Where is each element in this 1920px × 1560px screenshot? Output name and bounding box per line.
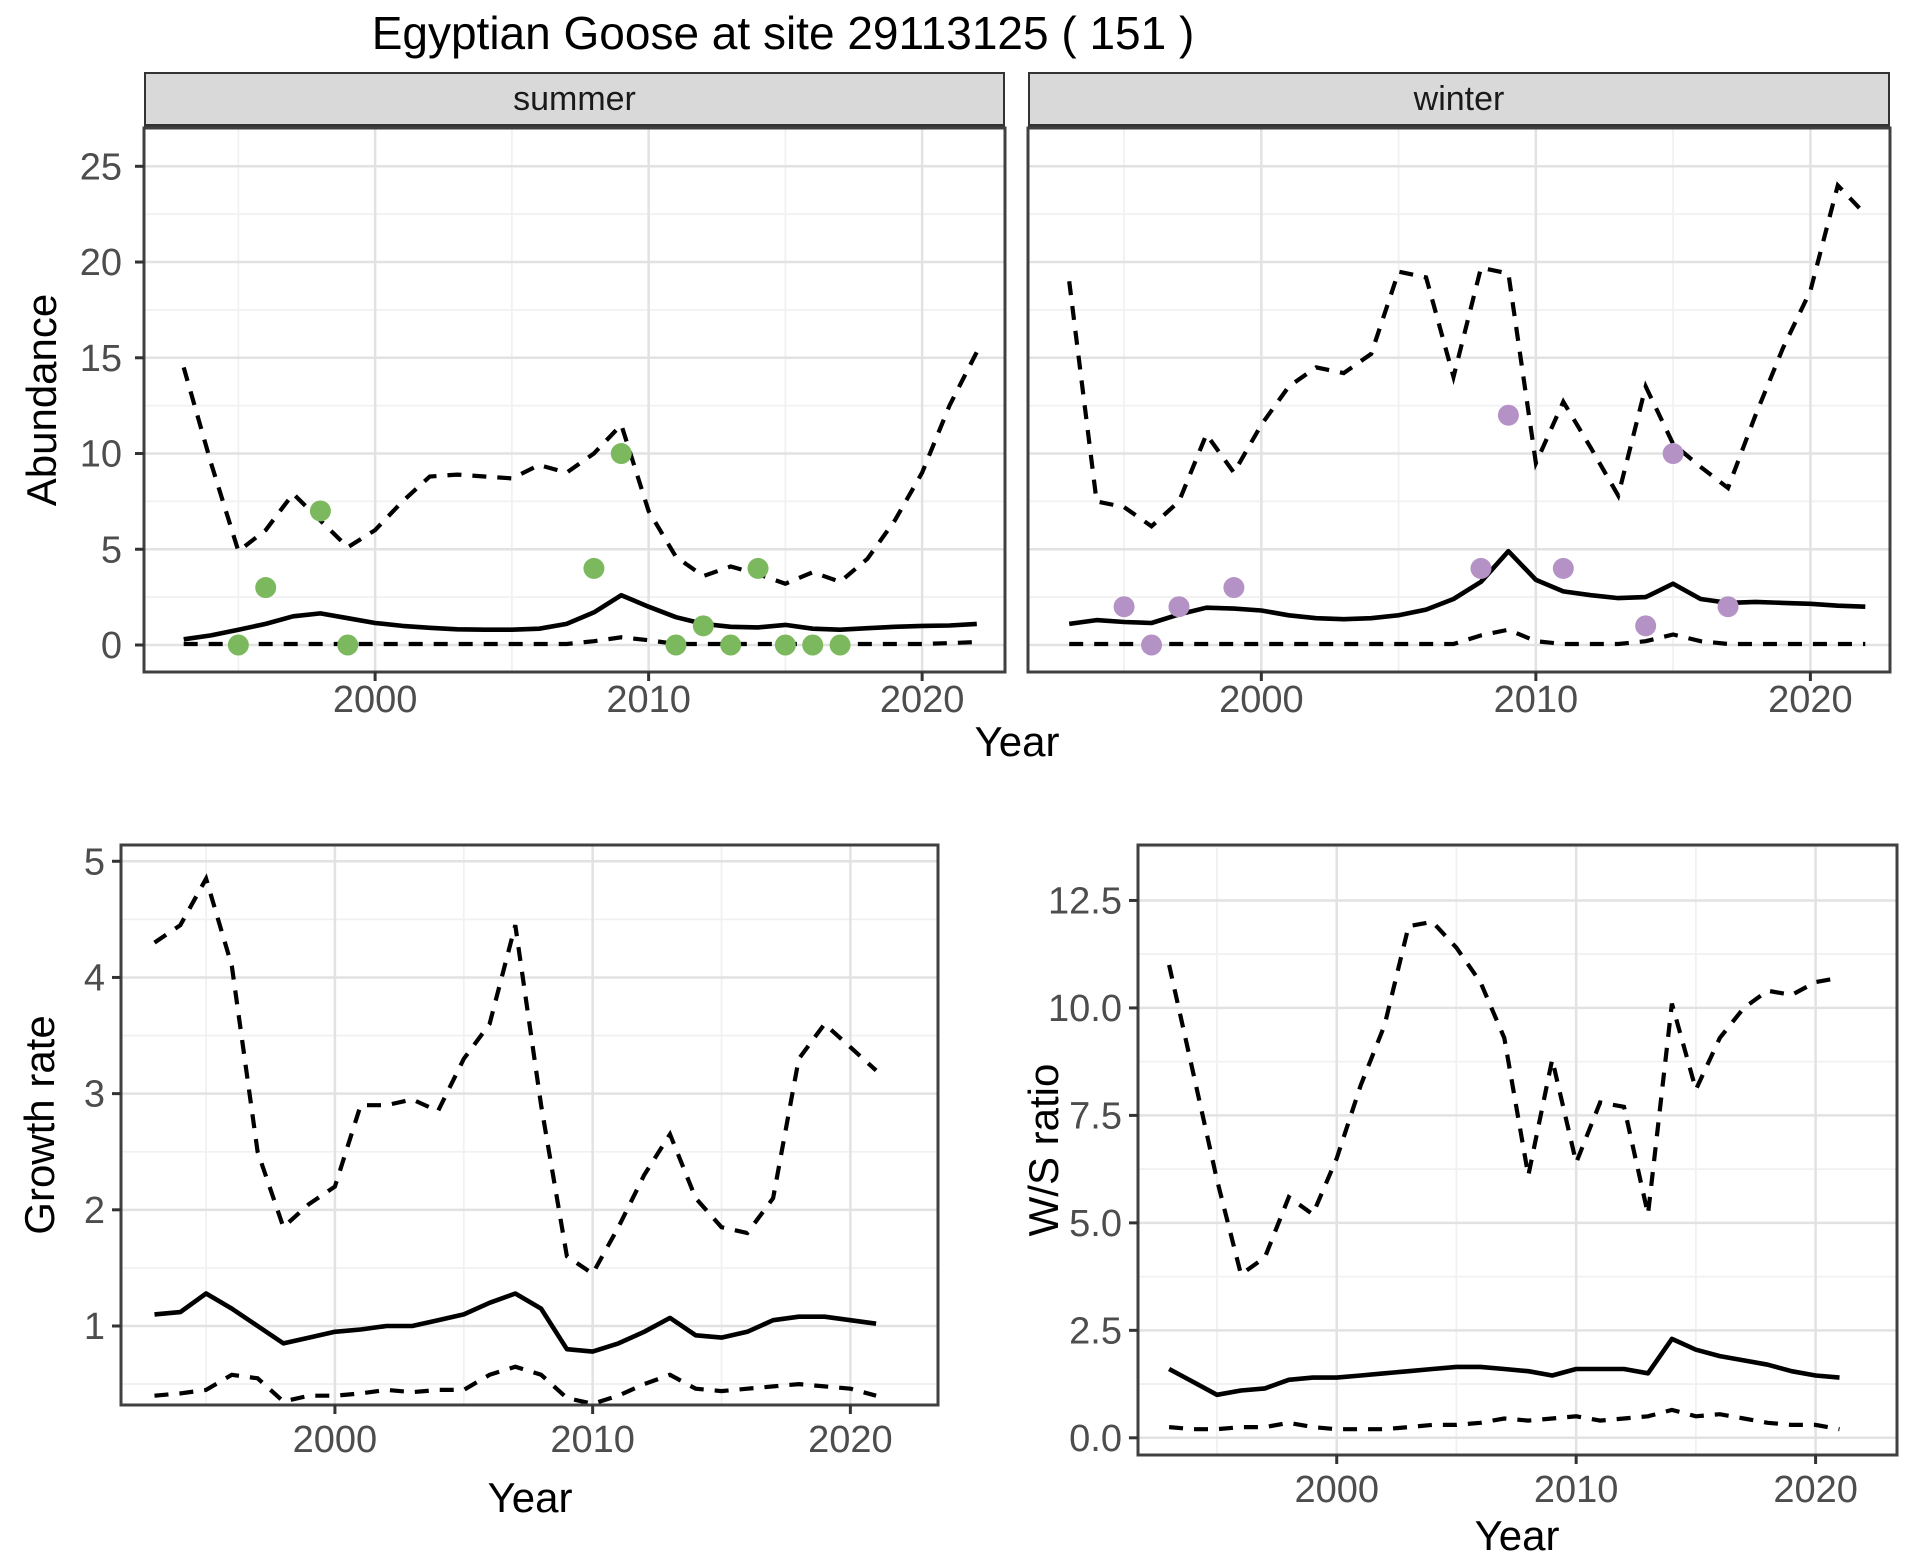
x-tick-label: 2000 — [333, 679, 418, 721]
facet-strip-winter: winter — [1028, 72, 1890, 128]
y-tick-label: 25 — [80, 146, 122, 188]
y-tick-label: 1 — [84, 1306, 105, 1348]
plot-title: Egyptian Goose at site 29113125 ( 151 ) — [371, 7, 1195, 59]
summer-panel-area — [144, 128, 1005, 672]
summer-observation-point — [802, 634, 824, 656]
x-tick-label: 2020 — [880, 679, 965, 721]
summer-observation-point — [692, 615, 714, 637]
year-axis-title-top: Year — [974, 718, 1060, 765]
growth-panel-border — [119, 843, 940, 1407]
x-tick-label: 2020 — [1773, 1469, 1858, 1511]
winter-fitted-line — [1068, 548, 1866, 627]
x-tick-label: 2020 — [808, 1419, 893, 1461]
summer-observation-point — [309, 500, 331, 522]
summer-observation-point — [665, 634, 687, 656]
summer-lower-ci-line — [183, 635, 977, 647]
summer-observation-point — [829, 634, 851, 656]
summer-observation-point — [610, 443, 632, 465]
winter-observation-point — [1168, 596, 1190, 618]
winter-observation-point — [1223, 577, 1245, 599]
growth-lower-ci-line — [154, 1364, 877, 1405]
winter-lower-ci-line — [1069, 627, 1866, 647]
facet-strip-summer: summer — [144, 72, 1005, 128]
ws-upper-ci-line — [1167, 919, 1840, 1279]
x-tick-label: 2000 — [293, 1419, 378, 1461]
summer-fitted-line — [183, 592, 977, 642]
y-tick-label: 5 — [101, 529, 122, 571]
x-tick-label: 2010 — [1494, 679, 1579, 721]
facet-strip-summer-label: summer — [513, 79, 636, 118]
y-tick-label: 10 — [80, 434, 122, 476]
winter-observation-point — [1662, 443, 1684, 465]
winter-observation-point — [1470, 557, 1492, 579]
y-tick-label: 2.5 — [1069, 1310, 1122, 1352]
ws-lower-ci-line — [1168, 1407, 1840, 1432]
y-tick-label: 5 — [84, 841, 105, 883]
x-tick-label: 2010 — [1534, 1469, 1619, 1511]
y-tick-label: 2 — [84, 1190, 105, 1232]
summer-observation-point — [227, 634, 249, 656]
ws-panel-area — [1138, 845, 1897, 1455]
summer-observation-point — [255, 577, 277, 599]
y-tick-label: 7.5 — [1069, 1095, 1122, 1137]
growth-upper-ci-line — [153, 873, 878, 1277]
x-tick-label: 2020 — [1768, 679, 1853, 721]
y-tick-label: 0 — [101, 625, 122, 667]
y-tick-label: 12.5 — [1048, 880, 1122, 922]
summer-observation-point — [583, 557, 605, 579]
x-tick-label: 2000 — [1294, 1469, 1379, 1511]
x-tick-label: 2000 — [1219, 679, 1304, 721]
ws-panel-border — [1136, 843, 1899, 1457]
summer-observation-point — [774, 634, 796, 656]
winter-observation-point — [1717, 596, 1739, 618]
year-axis-title-growth: Year — [487, 1474, 573, 1521]
y-tick-label: 5.0 — [1069, 1203, 1122, 1245]
y-tick-label: 15 — [80, 338, 122, 380]
y-tick-label: 0.0 — [1069, 1418, 1122, 1460]
winter-panel-border — [1026, 126, 1892, 674]
winter-panel-area — [1028, 128, 1890, 672]
y-tick-label: 10.0 — [1048, 988, 1122, 1030]
winter-observation-point — [1141, 634, 1163, 656]
winter-upper-ci-line — [1067, 181, 1867, 529]
y-tick-label: 20 — [80, 242, 122, 284]
summer-observation-point — [337, 634, 359, 656]
ws-fitted-line — [1168, 1336, 1840, 1398]
summer-observation-point — [720, 634, 742, 656]
summer-panel-border — [142, 126, 1007, 674]
x-tick-label: 2010 — [550, 1419, 635, 1461]
facet-strip-winter-label: winter — [1413, 79, 1505, 118]
y-tick-label: 4 — [84, 957, 105, 999]
growth-fitted-line — [154, 1291, 877, 1354]
winter-observation-point — [1113, 596, 1135, 618]
winter-observation-point — [1552, 557, 1574, 579]
winter-observation-point — [1635, 615, 1657, 637]
winter-observation-point — [1497, 404, 1519, 426]
year-axis-title-ws: Year — [1474, 1512, 1560, 1559]
growth-panel-area — [121, 845, 938, 1405]
y-tick-label: 3 — [84, 1074, 105, 1116]
x-tick-label: 2010 — [606, 679, 691, 721]
summer-observation-point — [747, 557, 769, 579]
